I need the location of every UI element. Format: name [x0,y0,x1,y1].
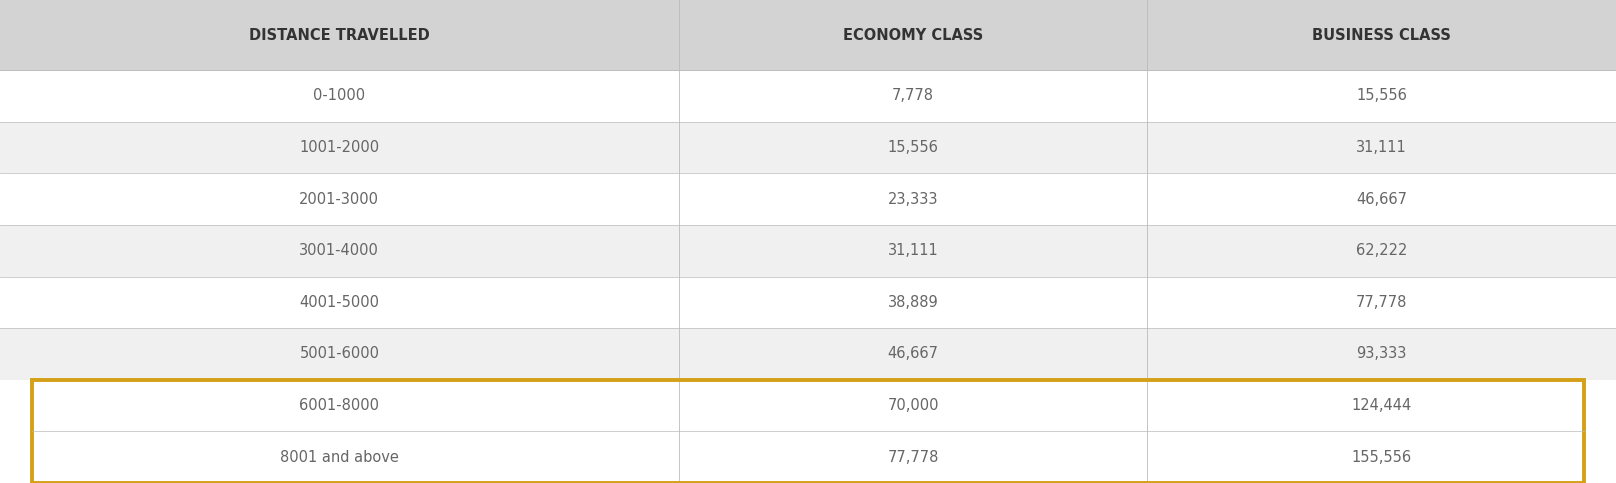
Text: 155,556: 155,556 [1351,450,1412,465]
Text: 31,111: 31,111 [1356,140,1408,155]
Bar [0,70,1616,122]
Text: 31,111: 31,111 [887,243,939,258]
Text: 77,778: 77,778 [887,450,939,465]
Bar [0,328,1616,380]
Text: 1001-2000: 1001-2000 [299,140,380,155]
Text: 4001-5000: 4001-5000 [299,295,380,310]
Text: 62,222: 62,222 [1356,243,1408,258]
Text: 5001-6000: 5001-6000 [299,346,380,361]
Text: 46,667: 46,667 [1356,192,1408,207]
Bar [0,380,1616,431]
Text: 2001-3000: 2001-3000 [299,192,380,207]
Text: 93,333: 93,333 [1356,346,1408,361]
Text: 46,667: 46,667 [887,346,939,361]
Text: 7,778: 7,778 [892,88,934,103]
Text: 0-1000: 0-1000 [314,88,365,103]
Bar [0,276,1616,328]
Text: ECONOMY CLASS: ECONOMY CLASS [844,28,983,43]
Bar [0,173,1616,225]
Bar [0,431,1616,483]
Text: BUSINESS CLASS: BUSINESS CLASS [1312,28,1451,43]
Bar [0,225,1616,276]
Text: DISTANCE TRAVELLED: DISTANCE TRAVELLED [249,28,430,43]
Text: 8001 and above: 8001 and above [280,450,399,465]
Text: 6001-8000: 6001-8000 [299,398,380,413]
Text: 77,778: 77,778 [1356,295,1408,310]
Text: 38,889: 38,889 [887,295,939,310]
Bar [0,122,1616,173]
Text: 23,333: 23,333 [887,192,939,207]
Text: 15,556: 15,556 [887,140,939,155]
Text: 70,000: 70,000 [887,398,939,413]
Bar [0,0,1616,70]
Text: 3001-4000: 3001-4000 [299,243,380,258]
Text: 15,556: 15,556 [1356,88,1408,103]
Text: 124,444: 124,444 [1351,398,1412,413]
Bar [32,380,1584,483]
